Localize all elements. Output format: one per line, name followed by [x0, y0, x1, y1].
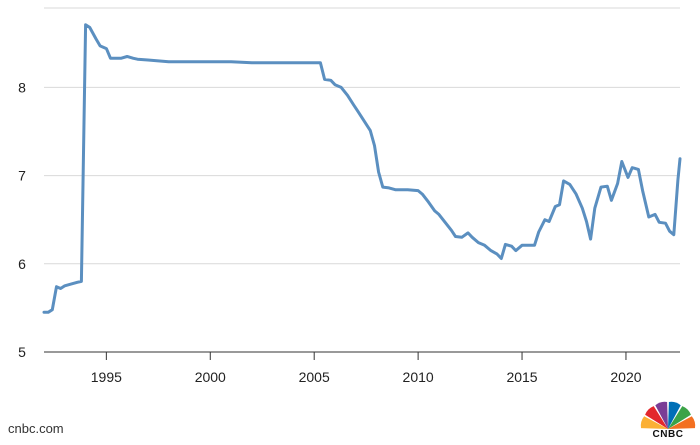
logo-feather	[668, 401, 681, 429]
source-label: cnbc.com	[8, 421, 64, 436]
y-tick-label: 5	[18, 344, 26, 360]
logo-text: CNBC	[652, 429, 684, 440]
series-line	[42, 23, 682, 314]
x-tick-label: 2005	[299, 369, 330, 385]
series-layer	[42, 23, 682, 314]
logo-feather	[645, 406, 668, 429]
y-tick-label: 6	[18, 256, 26, 272]
x-tick-label: 1995	[91, 369, 122, 385]
logo-feather	[655, 401, 668, 429]
logo-feather	[668, 416, 696, 429]
tick-labels: 5 6 7 8 1995 2000 2005 2010 2015 2020	[18, 79, 642, 385]
logo-feather	[640, 416, 668, 429]
y-tick-label: 7	[18, 168, 26, 184]
y-tick-label: 8	[18, 79, 26, 95]
cnbc-logo: CNBC	[638, 398, 698, 442]
logo-feather	[668, 406, 691, 429]
x-tick-label: 2015	[506, 369, 537, 385]
peacock-icon	[640, 401, 696, 429]
x-tick-label: 2020	[610, 369, 641, 385]
x-tick-label: 2010	[403, 369, 434, 385]
x-tick-label: 2000	[195, 369, 226, 385]
grid	[44, 7, 680, 265]
x-axis	[44, 351, 680, 360]
